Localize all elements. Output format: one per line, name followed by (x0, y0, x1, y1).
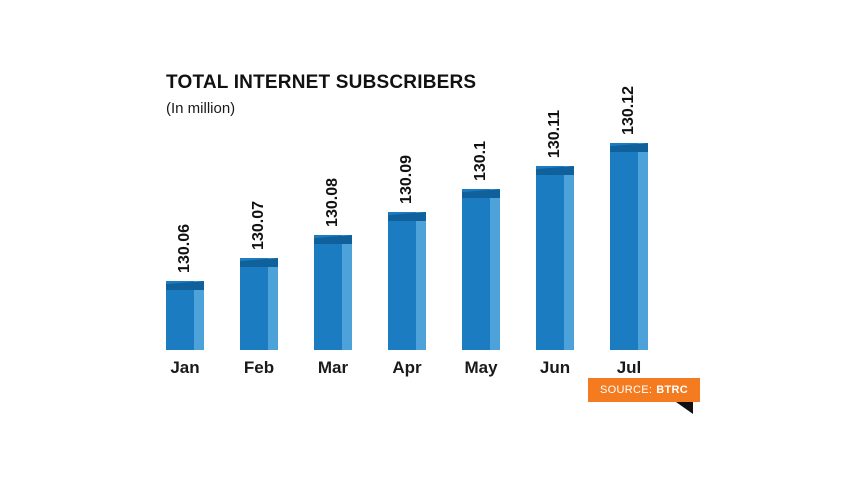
bar-value-label: 130.09 (398, 155, 415, 204)
bar-top-cap (388, 212, 426, 221)
bar-month-label: Feb (243, 358, 275, 377)
bar-top-cap (536, 166, 574, 175)
bar (314, 235, 352, 350)
bar (388, 212, 426, 350)
bar-value-label: 130.12 (620, 86, 637, 135)
bar-month-label: Jan (170, 358, 200, 377)
bar-month-label: May (464, 358, 498, 377)
bar-month-label: Jun (539, 358, 571, 377)
bar-top-cap (610, 143, 648, 152)
source-badge: SOURCE: BTRC (588, 378, 700, 402)
bar (462, 189, 500, 350)
bar-top-cap (240, 258, 278, 267)
bar-top-cap (314, 235, 352, 244)
bar-value-label: 130.08 (324, 178, 341, 227)
bar-value-label: 130.1 (472, 140, 489, 181)
bar (166, 281, 204, 350)
chart-subtitle: (In million) (166, 100, 236, 117)
bar (610, 143, 648, 350)
bar-top-cap (166, 281, 204, 290)
source-prefix-label: SOURCE: (600, 384, 653, 396)
bar-value-label: 130.06 (176, 224, 193, 273)
bar-top-cap (462, 189, 500, 198)
chart-title: TOTAL INTERNET SUBSCRIBERS (166, 72, 477, 93)
bar-value-label: 130.11 (546, 109, 563, 158)
bar (240, 258, 278, 350)
bar-month-label: Mar (317, 358, 349, 377)
source-name-label: BTRC (656, 384, 688, 396)
bar (536, 166, 574, 350)
bar-month-label: Apr (392, 358, 422, 377)
bar-value-label: 130.07 (250, 201, 267, 250)
bar-month-label: Jul (616, 358, 642, 377)
